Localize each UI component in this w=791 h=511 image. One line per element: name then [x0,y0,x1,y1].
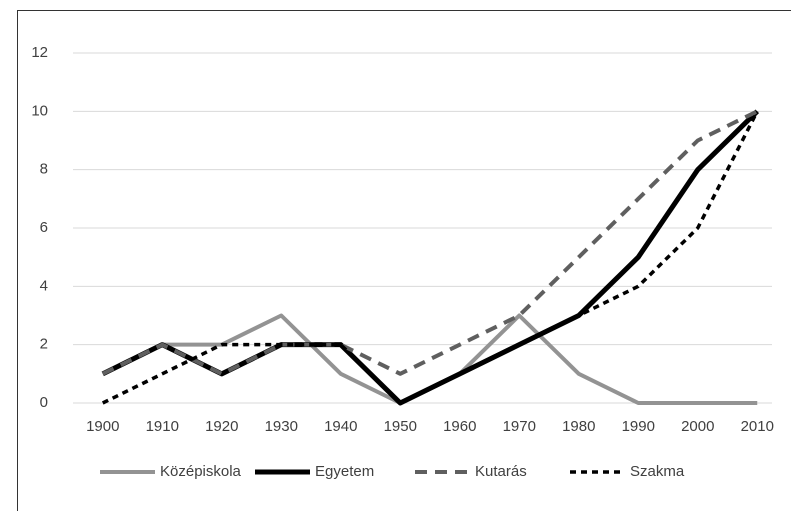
x-tick-label: 1960 [443,418,476,435]
x-tick-label: 1920 [205,418,238,435]
y-tick-label: 12 [31,44,48,61]
chart-frame [17,10,791,511]
y-tick-label: 6 [40,219,48,236]
legend-label: Egyetem [315,463,374,480]
series-line [101,109,759,376]
x-tick-label: 1910 [146,418,179,435]
x-tick-label: 1930 [265,418,298,435]
x-tick-label: 1940 [324,418,357,435]
x-tick-label: 2010 [741,418,774,435]
legend-label: Kutarás [475,463,527,480]
y-tick-label: 0 [40,394,48,411]
x-tick-label: 1990 [622,418,655,435]
y-tick-label: 8 [40,161,48,178]
y-tick-label: 10 [31,102,48,119]
legend-label: Középiskola [160,463,242,480]
x-tick-label: 1970 [503,418,536,435]
series-line [101,110,759,405]
x-tick-label: 1980 [562,418,595,435]
series-line [101,109,760,406]
y-tick-label: 4 [40,277,48,294]
legend-label: Szakma [630,463,685,480]
x-tick-label: 1950 [384,418,417,435]
x-tick-label: 2000 [681,418,714,435]
y-tick-label: 2 [40,336,48,353]
x-tick-label: 1900 [86,418,119,435]
